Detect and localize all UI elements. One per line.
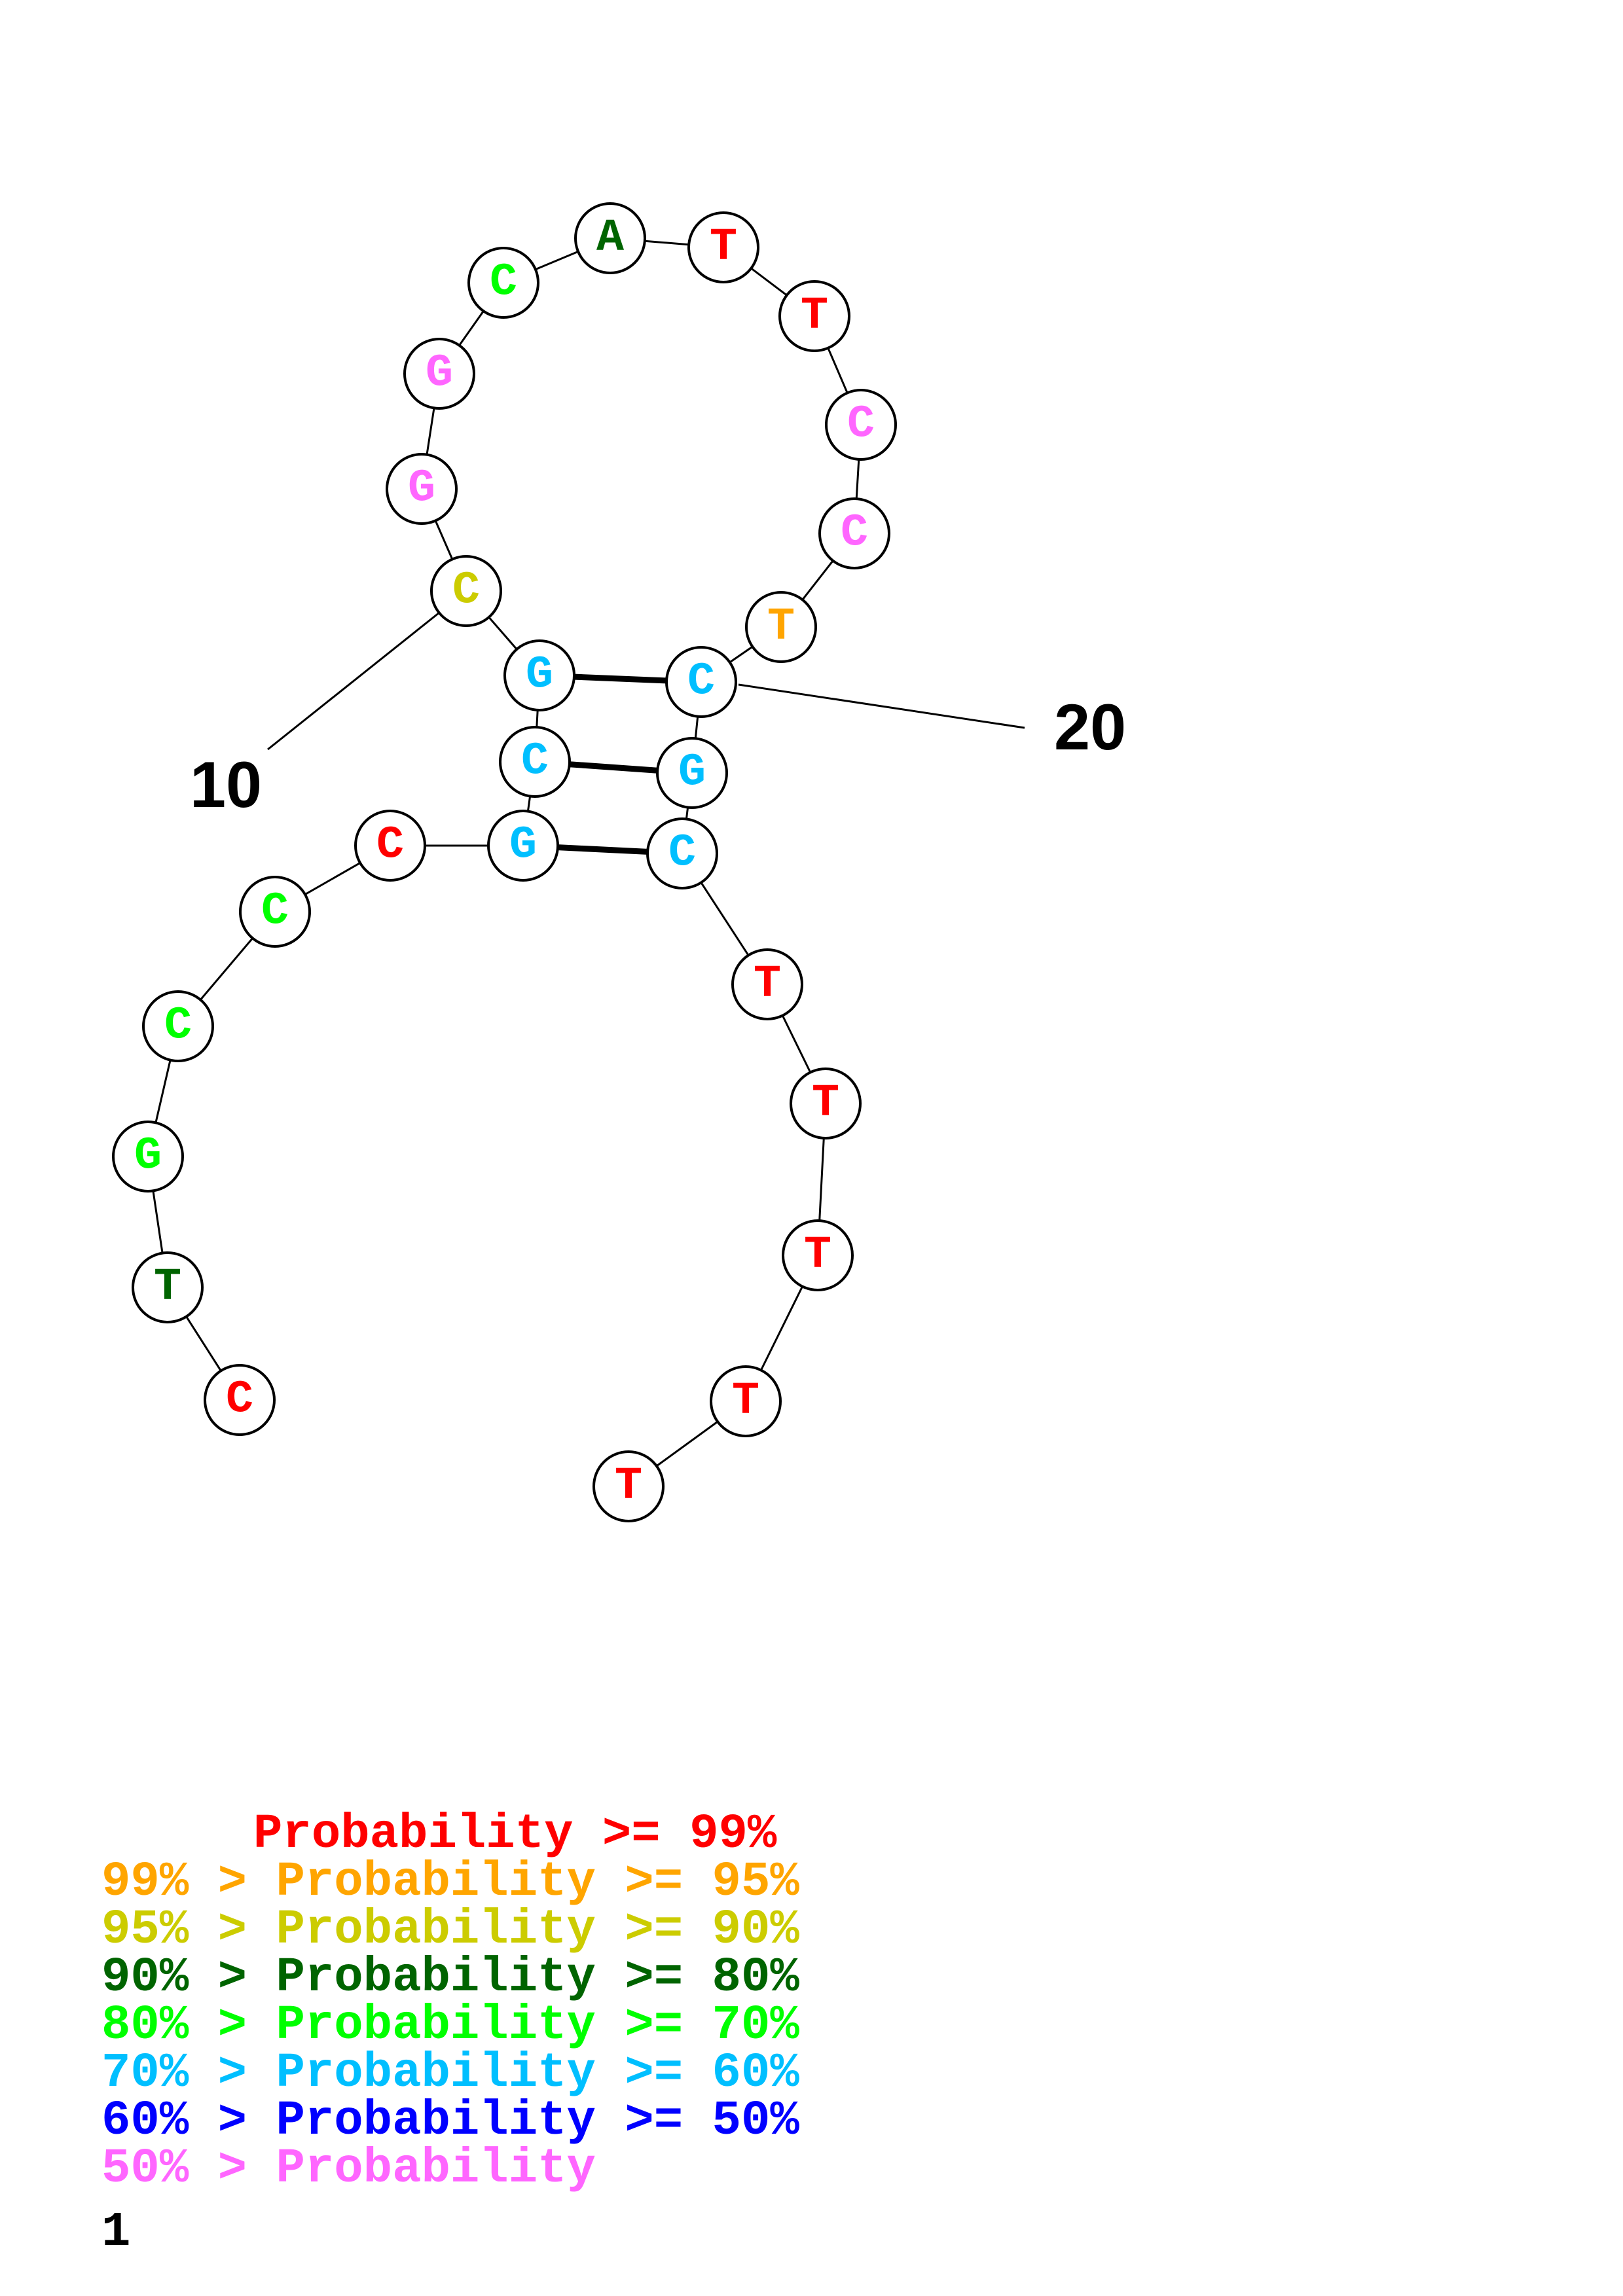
svg-text:C: C [376,820,404,872]
svg-text:70% > Probability >= 60%: 70% > Probability >= 60% [101,2046,799,2101]
svg-text:C: C [841,508,868,560]
svg-text:T: T [767,601,795,653]
svg-text:1: 1 [101,2205,130,2260]
svg-text:G: G [678,747,706,799]
svg-text:C: C [521,736,549,788]
svg-text:Probability >= 99%: Probability >= 99% [253,1807,777,1862]
svg-text:T: T [154,1262,181,1314]
svg-text:C: C [668,828,696,880]
svg-text:G: G [408,463,435,515]
svg-text:C: C [261,886,289,938]
svg-text:60% > Probability >= 50%: 60% > Probability >= 50% [101,2094,799,2149]
svg-text:99% > Probability >= 95%: 99% > Probability >= 95% [101,1855,799,1910]
svg-text:T: T [812,1078,839,1130]
svg-text:C: C [226,1374,253,1426]
svg-text:T: T [732,1376,759,1427]
svg-text:C: C [687,656,715,708]
svg-text:G: G [134,1131,162,1183]
svg-text:T: T [754,959,781,1011]
svg-text:10: 10 [190,748,262,821]
svg-text:C: C [490,257,517,309]
svg-text:T: T [710,222,737,274]
svg-text:G: G [526,650,553,702]
svg-text:G: G [426,348,453,400]
svg-text:C: C [847,399,875,451]
svg-text:95% > Probability >= 90%: 95% > Probability >= 90% [101,1903,799,1958]
svg-text:20: 20 [1054,691,1126,763]
svg-text:C: C [164,1001,192,1052]
svg-text:G: G [509,820,537,872]
svg-text:C: C [452,565,480,617]
svg-text:50% > Probability: 50% > Probability [101,2142,596,2197]
svg-text:T: T [801,291,828,342]
svg-text:A: A [596,213,624,264]
svg-text:80% > Probability >= 70%: 80% > Probability >= 70% [101,1998,799,2053]
svg-text:90% > Probability >= 80%: 90% > Probability >= 80% [101,1950,799,2005]
svg-text:T: T [804,1230,831,1282]
svg-text:T: T [615,1461,642,1513]
